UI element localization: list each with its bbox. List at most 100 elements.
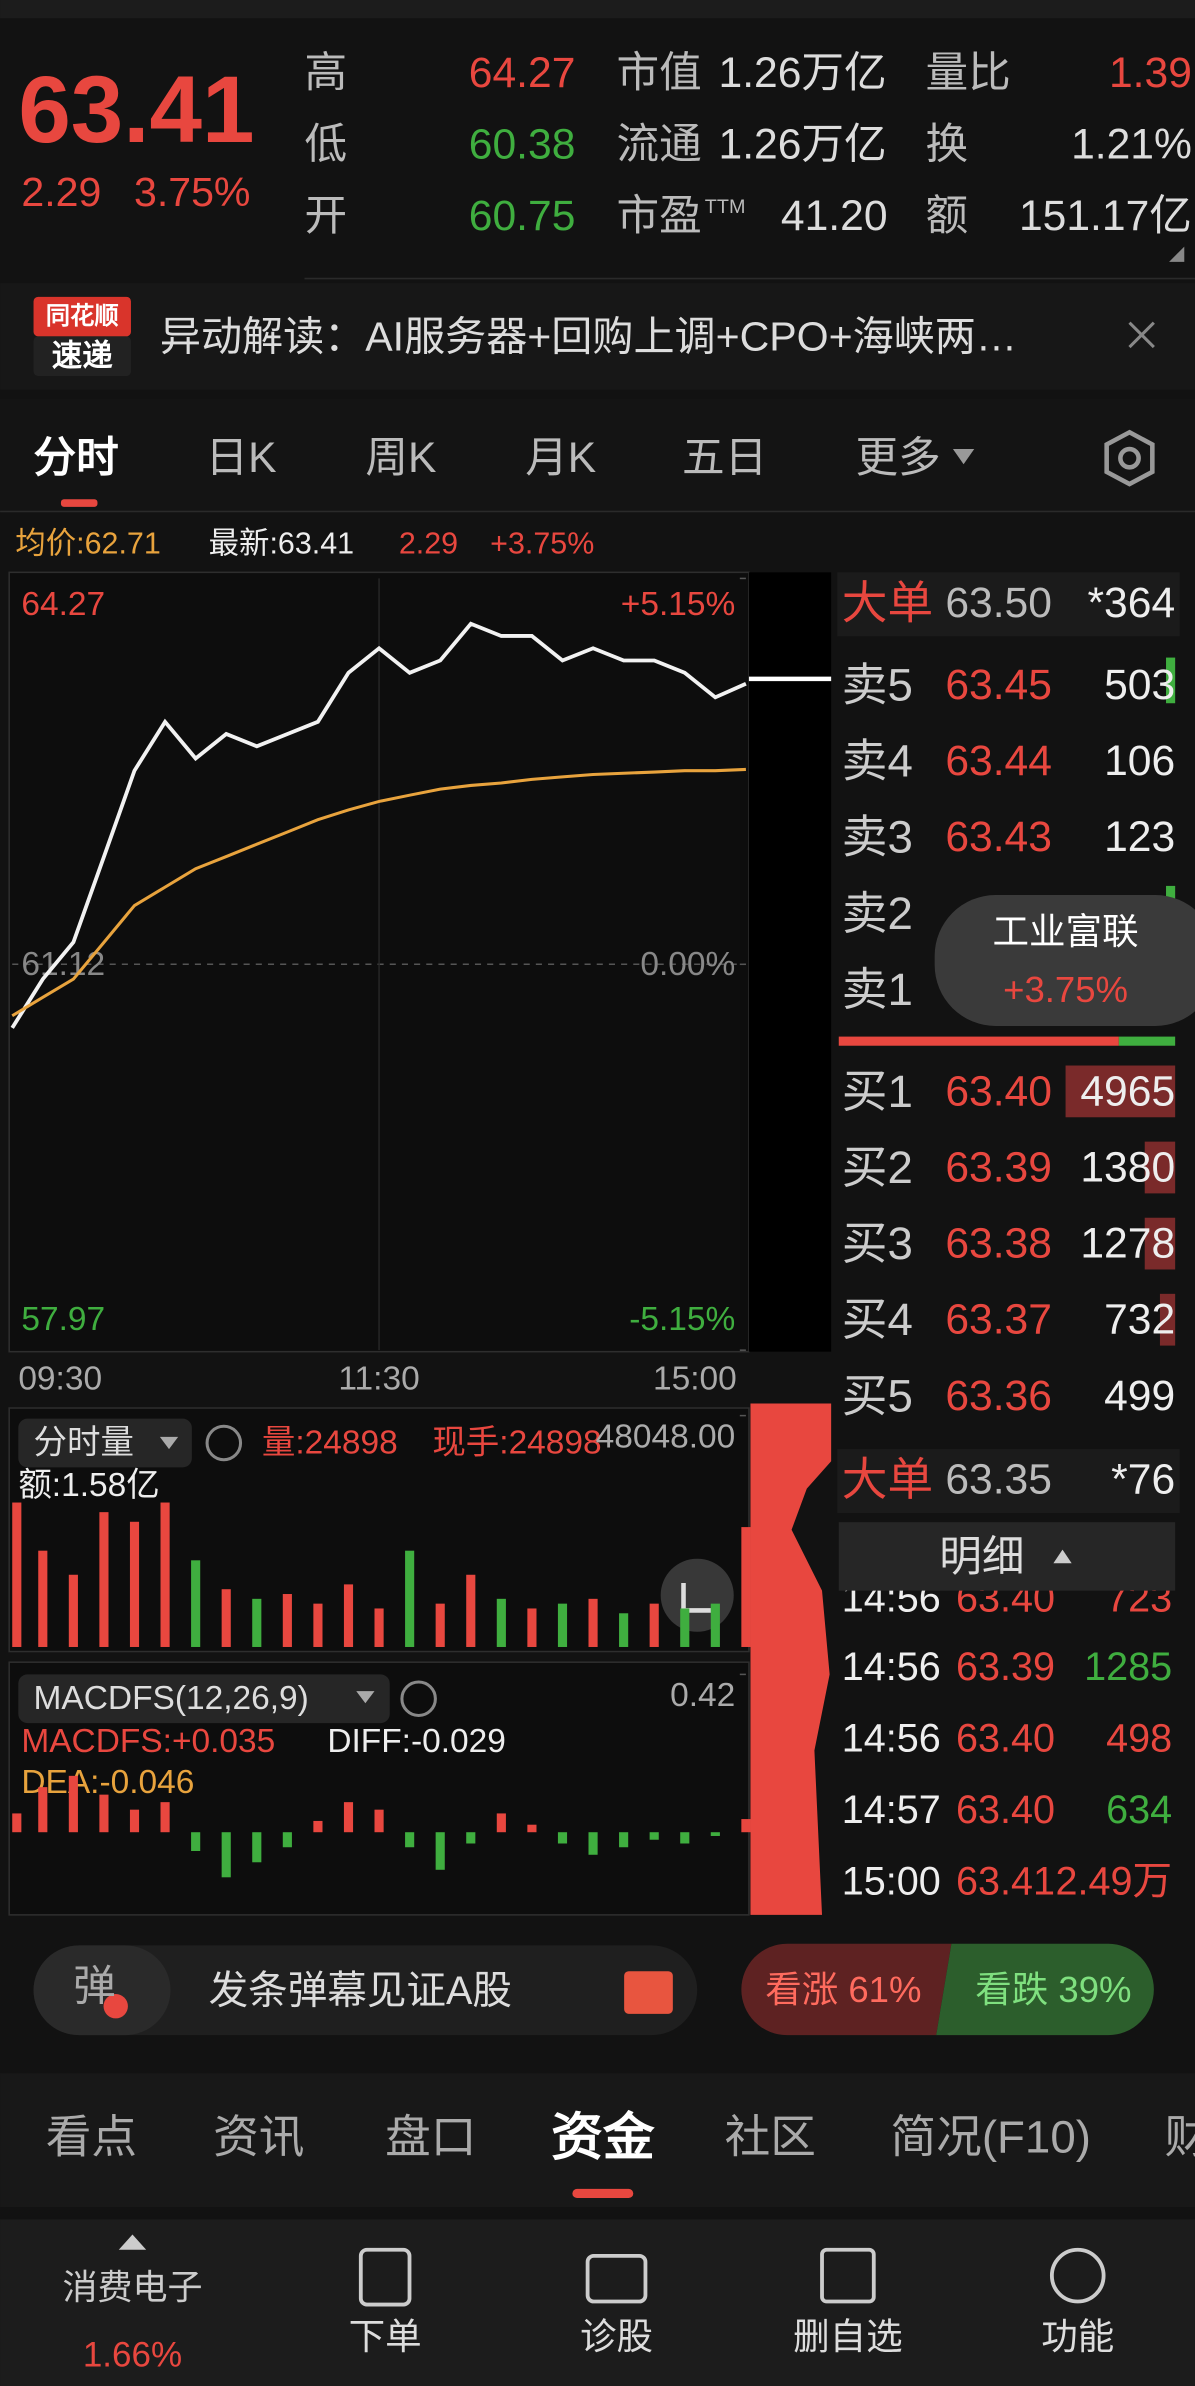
- bar: [496, 1813, 506, 1833]
- latest-price: 最新:63.41: [209, 526, 355, 560]
- bar: [588, 1598, 598, 1647]
- bar: [160, 1802, 170, 1833]
- resize-button[interactable]: [660, 1558, 734, 1632]
- function-icon[interactable]: [1049, 2247, 1106, 2304]
- bar: [99, 1794, 109, 1833]
- trade-qty: 1285: [1084, 1645, 1172, 1689]
- stock-popup[interactable]: [934, 895, 1195, 1026]
- tab[interactable]: 更多: [856, 434, 941, 482]
- trade-time: 14:56: [842, 1576, 941, 1620]
- popup-name[interactable]: 工业富联: [993, 911, 1139, 952]
- detail-title[interactable]: 明细: [939, 1533, 1024, 1581]
- bar: [527, 1824, 537, 1833]
- amount: 额:1.58亿: [18, 1467, 159, 1504]
- section-tab[interactable]: 社区: [725, 2112, 816, 2163]
- bar: [710, 1832, 720, 1836]
- bid-label: 买1: [842, 1066, 913, 1117]
- ask-bar: [1166, 657, 1176, 704]
- bar: [221, 1832, 231, 1878]
- bid-qty-bg: [1144, 1217, 1176, 1270]
- gift-icon[interactable]: [624, 1971, 673, 2014]
- stat-label: 开: [304, 192, 347, 240]
- nav-item[interactable]: 下单: [349, 2316, 422, 2357]
- badge-text: 速递: [52, 339, 113, 373]
- ask-price: 63.43: [945, 813, 1052, 861]
- bar: [741, 1819, 751, 1833]
- sector-name[interactable]: 消费电子: [62, 2268, 202, 2307]
- y2-tick-label: +5.15%: [621, 586, 735, 623]
- stat-label: 市盈: [617, 192, 702, 240]
- bar: [435, 1603, 445, 1647]
- dropdown-icon[interactable]: [952, 449, 975, 465]
- tab[interactable]: 周K: [365, 434, 436, 482]
- section-tab[interactable]: 看点: [46, 2112, 137, 2163]
- bar: [282, 1594, 292, 1647]
- detail-header[interactable]: [838, 1522, 1176, 1591]
- bear-button[interactable]: [936, 1943, 1154, 2036]
- close-icon[interactable]: [1128, 321, 1155, 349]
- help-icon[interactable]: [205, 1424, 243, 1462]
- section-tab[interactable]: 资金: [551, 2108, 655, 2166]
- bear-label[interactable]: 看跌 39%: [975, 1969, 1131, 2010]
- bar: [12, 1502, 22, 1647]
- stat-value: 1.26万亿: [719, 121, 887, 169]
- danmu-placeholder[interactable]: 发条弹幕见证A股: [209, 1969, 512, 2013]
- bid-qty-bg: [1065, 1065, 1176, 1118]
- bar: [619, 1613, 629, 1647]
- news-bar[interactable]: [0, 283, 1195, 390]
- nav-item[interactable]: 删自选: [793, 2316, 903, 2357]
- stat-label: 流通: [617, 121, 702, 169]
- bar: [405, 1832, 415, 1848]
- bar: [129, 1809, 140, 1833]
- change-pct: 3.75%: [134, 169, 250, 215]
- y2-tick-label: 0.00%: [640, 946, 735, 983]
- x-tick-label: 11:30: [338, 1361, 419, 1398]
- help-icon[interactable]: [400, 1680, 437, 1718]
- nav-item[interactable]: 功能: [1041, 2316, 1114, 2357]
- macdfs: MACDFS:+0.035: [21, 1723, 275, 1760]
- bid-label: 买4: [842, 1294, 913, 1345]
- bar: [527, 1608, 537, 1647]
- news-text[interactable]: 异动解读：AI服务器+回购上调+CPO+海峡两…: [160, 313, 1017, 359]
- bar: [38, 1550, 48, 1647]
- stat-label: 低: [304, 121, 347, 169]
- bar: [221, 1589, 231, 1647]
- section-tab[interactable]: 盘口: [385, 2112, 476, 2163]
- tab[interactable]: 分时: [34, 434, 119, 482]
- section-tab[interactable]: 资讯: [213, 2112, 304, 2163]
- section-tab[interactable]: 财: [1165, 2112, 1195, 2163]
- settings-icon-center: [1118, 446, 1141, 470]
- tab[interactable]: 日K: [206, 434, 277, 482]
- badge-bottom: [33, 336, 131, 376]
- danmu-input[interactable]: [33, 1945, 698, 2036]
- bar: [313, 1603, 323, 1647]
- bull-label[interactable]: 看涨 61%: [765, 1969, 921, 2010]
- stat-value: 64.27: [469, 49, 576, 97]
- ask-label: 卖3: [842, 812, 913, 863]
- volume-profile: [750, 1403, 832, 1915]
- diagnose-icon[interactable]: [585, 2253, 648, 2304]
- trade-time: 14:57: [842, 1788, 941, 1832]
- selector-pill[interactable]: [18, 1418, 192, 1468]
- diff: DIFF:-0.029: [327, 1723, 506, 1760]
- danmu-icon-bg: [33, 1945, 171, 2036]
- bid-price: 63.36: [945, 1372, 1052, 1420]
- y-tick-label: 61.12: [21, 946, 105, 983]
- tab[interactable]: 五日: [682, 434, 767, 482]
- selector-pill[interactable]: [18, 1674, 390, 1724]
- bar: [588, 1832, 598, 1855]
- stat-label: 高: [304, 49, 347, 97]
- tab[interactable]: 月K: [525, 434, 596, 482]
- remove-icon[interactable]: [820, 2247, 876, 2304]
- section-tabs: [0, 2073, 1195, 2208]
- bar: [741, 1527, 751, 1647]
- dropdown-icon: [356, 1691, 375, 1704]
- expand-icon[interactable]: [1169, 246, 1185, 262]
- section-tab[interactable]: 简况(F10): [891, 2112, 1091, 2163]
- order-icon[interactable]: [358, 2247, 412, 2307]
- ask-price: 63.44: [945, 737, 1052, 785]
- bull-button[interactable]: [741, 1943, 952, 2036]
- settings-icon[interactable]: [1104, 429, 1155, 487]
- nav-item[interactable]: 诊股: [580, 2316, 653, 2357]
